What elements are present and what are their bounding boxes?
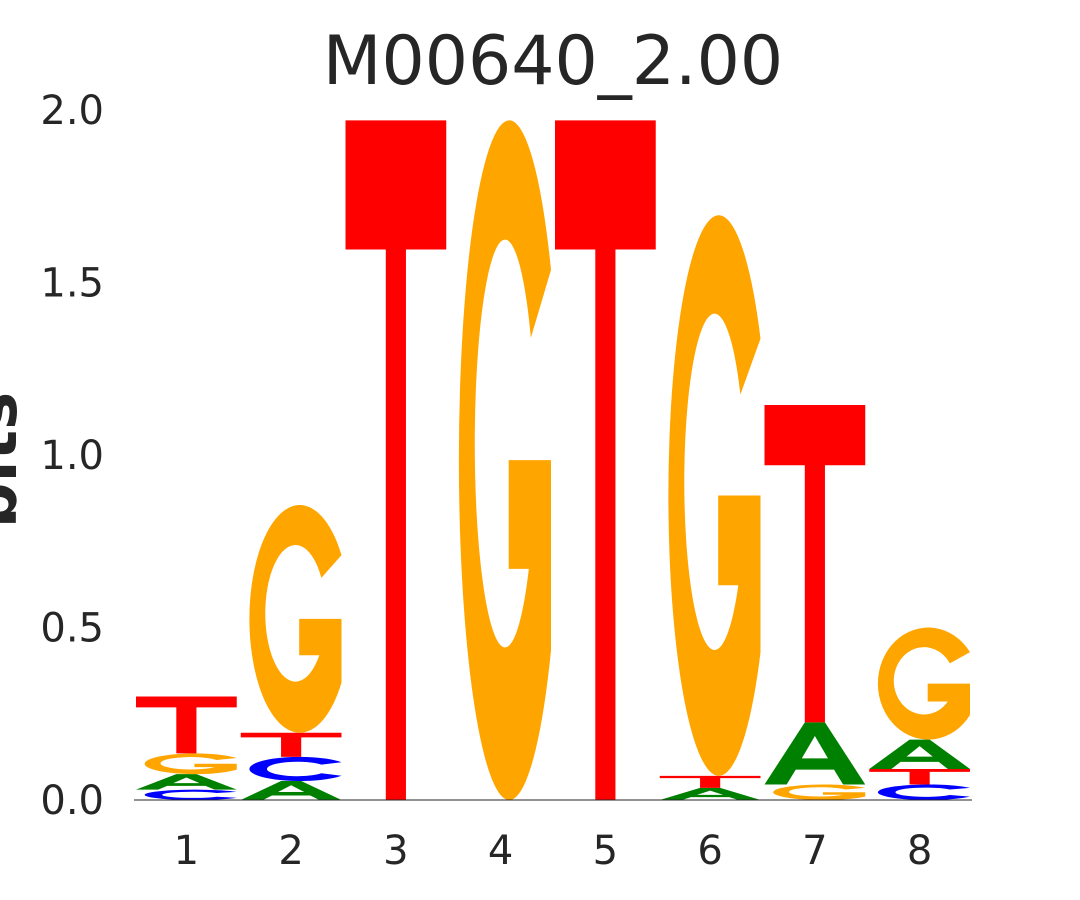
- letter-T-pos-8: [869, 768, 970, 785]
- y-axis-label: bits: [0, 392, 32, 528]
- stack-position-1: [136, 696, 237, 800]
- letter-C-pos-2: [249, 756, 342, 782]
- y-tick-label: 1.0: [40, 433, 104, 479]
- letter-G-pos-8: [877, 627, 970, 740]
- stack-position-5: [555, 120, 656, 801]
- letter-T-pos-2: [240, 732, 342, 757]
- stack-position-6: [659, 215, 761, 800]
- stack-position-3: [345, 120, 447, 801]
- x-tick-label: 8: [907, 828, 932, 874]
- y-tick-label: 0.0: [40, 778, 104, 824]
- letter-G-pos-7: [773, 784, 866, 800]
- stack-position-4: [458, 120, 551, 801]
- y-tick-label: 2.0: [40, 88, 104, 134]
- y-tick-label: 1.5: [40, 261, 104, 307]
- y-tick-labels: 0.0 0.5 1.0 1.5 2.0: [40, 88, 104, 824]
- x-tick-label: 3: [383, 828, 408, 874]
- x-tick-label: 4: [488, 828, 513, 874]
- letter-C-pos-8: [877, 784, 970, 800]
- letter-T-pos-3: [345, 120, 447, 801]
- stack-position-2: [240, 505, 342, 800]
- x-tick-label: 2: [278, 828, 303, 874]
- x-tick-label: 6: [697, 828, 722, 874]
- letter-T-pos-7: [764, 404, 866, 723]
- letter-A-pos-7: [764, 722, 866, 785]
- stack-position-8: [869, 627, 970, 800]
- letter-T-pos-1: [136, 696, 237, 754]
- letter-G-pos-1: [144, 753, 237, 775]
- letter-A-pos-8: [869, 739, 970, 769]
- x-tick-labels: 1 2 3 4 5 6 7 8: [174, 828, 933, 874]
- letter-T-pos-5: [555, 120, 656, 801]
- letter-T-pos-6: [659, 775, 761, 788]
- letter-A-pos-1: [136, 774, 237, 790]
- letter-G-pos-6: [668, 215, 761, 776]
- letter-C-pos-1: [144, 789, 237, 800]
- x-tick-label: 7: [802, 828, 827, 874]
- letter-G-pos-4: [458, 120, 551, 801]
- chart-title: M00640_2.00: [323, 22, 783, 101]
- y-tick-label: 0.5: [40, 606, 104, 652]
- x-tick-label: 1: [174, 828, 199, 874]
- letter-A-pos-6: [659, 787, 761, 800]
- letter-A-pos-2: [240, 781, 342, 800]
- x-tick-label: 5: [593, 828, 618, 874]
- letter-G-pos-2: [249, 505, 342, 733]
- letter-stacks: [136, 120, 970, 801]
- stack-position-7: [764, 404, 866, 800]
